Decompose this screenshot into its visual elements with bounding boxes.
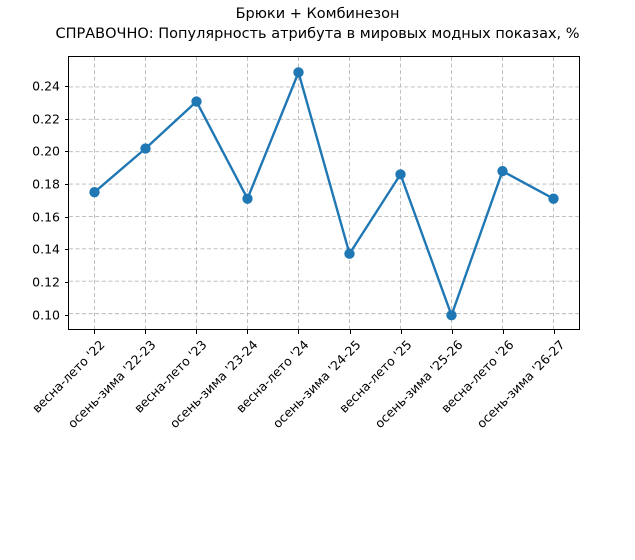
- x-axis-tick-label: весна-лето '24: [233, 337, 312, 416]
- x-axis-tick-mark: [554, 330, 556, 334]
- chart-title-block: Брюки + Комбинезон СПРАВОЧНО: Популярнос…: [0, 4, 635, 44]
- x-axis-tick-mark: [349, 330, 351, 334]
- x-axis-tick-mark: [93, 330, 95, 334]
- data-point-marker: [395, 169, 406, 180]
- x-axis-tick-label: осень-зима '24-25: [269, 337, 364, 431]
- x-axis-tick-label: осень-зима '25-26: [371, 337, 466, 431]
- x-axis-tick-mark: [144, 330, 146, 334]
- x-axis-tick-mark: [298, 330, 300, 334]
- x-axis-tick-mark: [503, 330, 505, 334]
- chart-figure: Брюки + Комбинезон СПРАВОЧНО: Популярнос…: [0, 4, 635, 431]
- data-point-marker: [548, 193, 559, 204]
- y-axis-tick-label: 0.20: [32, 143, 60, 159]
- y-axis-tick-label: 0.10: [32, 307, 60, 322]
- series-line: [93, 71, 555, 317]
- x-axis-tick-mark: [400, 330, 402, 334]
- chart-title: Брюки + Комбинезон: [235, 6, 400, 22]
- y-axis-tick-label: 0.22: [32, 111, 60, 127]
- y-axis-tick-label: 0.14: [32, 241, 60, 257]
- grid-layer: [69, 57, 579, 329]
- x-axis-tick-label: осень-зима '22-23: [64, 337, 159, 431]
- plot-area: [68, 56, 580, 330]
- y-axis-tick-label: 0.18: [32, 176, 60, 192]
- x-axis-tick-label: осень-зима '26-27: [474, 337, 568, 431]
- data-point-marker: [191, 96, 202, 107]
- data-point-marker: [293, 67, 304, 78]
- x-axis-tick-label: осень-зима '23-24: [166, 337, 261, 431]
- data-point-marker: [497, 165, 508, 177]
- x-axis-tick-mark: [247, 330, 249, 334]
- x-axis-tick-mark: [452, 330, 453, 334]
- y-axis-tick-label: 0.12: [32, 274, 60, 290]
- x-axis-tick-label: весна-лето '23: [130, 337, 210, 416]
- y-axis-tick-label: 0.16: [32, 209, 60, 225]
- x-axis-tick-mark: [196, 330, 197, 334]
- data-point-marker: [89, 187, 100, 198]
- x-axis-tick-label: весна-лето '26: [438, 337, 517, 416]
- data-point-marker: [242, 193, 253, 204]
- chart-subtitle: СПРАВОЧНО: Популярность атрибута в миров…: [55, 26, 580, 42]
- series-layer: [89, 67, 559, 321]
- x-axis-tick-label: весна-лето '25: [335, 337, 415, 416]
- y-axis-tick-label: 0.24: [32, 78, 60, 94]
- data-point-marker: [446, 310, 457, 321]
- data-point-marker: [140, 143, 151, 154]
- x-axis-tick-label: весна-лето '22: [28, 337, 108, 416]
- data-point-marker: [344, 248, 355, 259]
